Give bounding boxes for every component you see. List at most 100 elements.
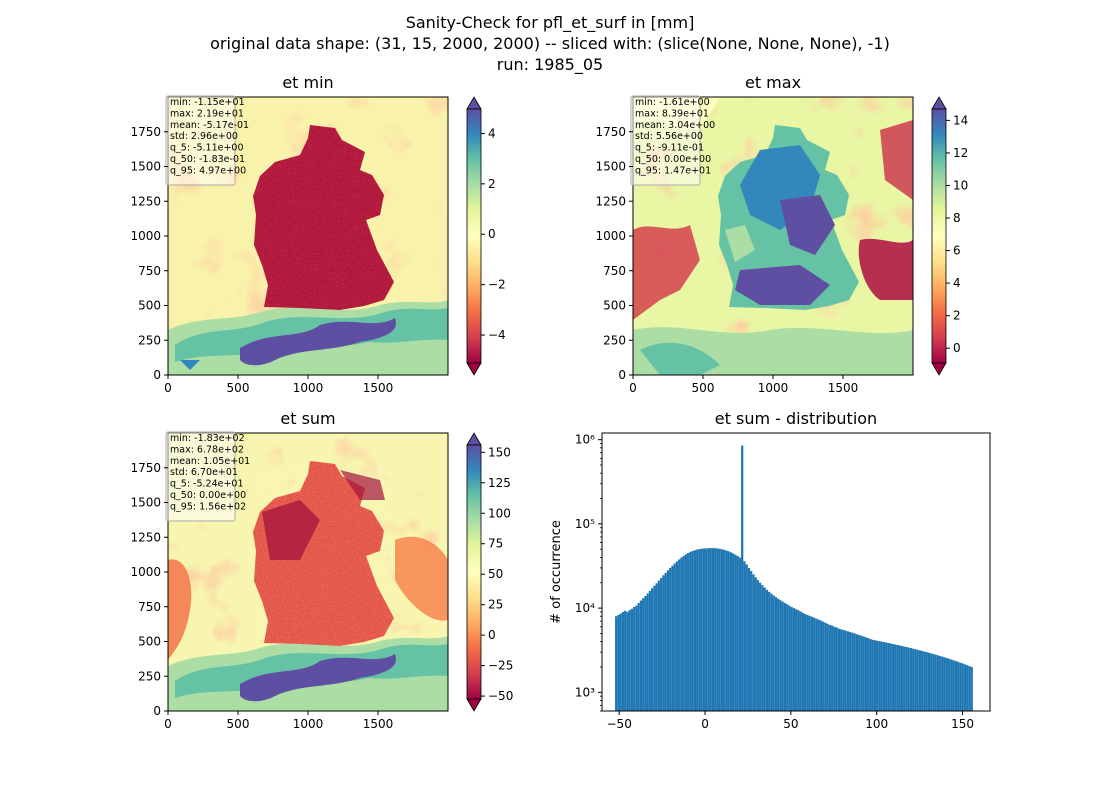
x-tick-label: 500	[692, 381, 715, 395]
histogram-bar	[725, 550, 728, 711]
histogram-bar	[687, 553, 690, 711]
histogram-bar	[891, 643, 895, 711]
stats-line: q_50: -1.83e-01	[170, 154, 245, 165]
panel-title: et min	[282, 73, 333, 92]
histogram-bar	[745, 564, 748, 711]
histogram-bar	[756, 580, 760, 711]
histogram-bar	[840, 629, 843, 711]
histogram-bar	[952, 660, 955, 711]
histogram-bar	[878, 641, 881, 711]
histogram-bar	[768, 591, 771, 711]
histogram-bar	[880, 641, 883, 711]
histogram-bar	[914, 649, 917, 711]
histogram-bar	[774, 597, 778, 711]
histogram-bar	[777, 598, 780, 711]
stats-line: q_5: -5.24e+01	[170, 479, 244, 490]
x-tick-label: 500	[227, 717, 250, 731]
histogram-bar	[621, 611, 625, 711]
histogram-bar	[799, 611, 802, 711]
y-tick-label: 250	[138, 333, 161, 347]
histogram-bar	[669, 568, 672, 711]
histogram-bar	[693, 550, 697, 711]
x-tick-label: −50	[607, 717, 632, 731]
histogram-bar	[869, 638, 872, 711]
histogram-bar	[657, 580, 661, 711]
histogram-bar	[702, 548, 706, 711]
axes-ticks: 0 500 1000 1500 0 250 500 750 1000 1250 1500 1750	[130, 461, 393, 731]
colorbar: −4 −2 0 2 4	[466, 96, 506, 376]
histogram-bar	[738, 557, 742, 711]
histogram-bar	[925, 652, 928, 711]
x-tick-label: 100	[865, 717, 888, 731]
x-tick-label: 0	[164, 717, 172, 731]
stats-line: std: 5.56e+00	[635, 131, 703, 142]
histogram-bar	[635, 605, 638, 711]
histogram-bar	[662, 575, 665, 711]
x-tick-label: 0	[629, 381, 637, 395]
y-tick-label: 1500	[130, 160, 161, 174]
histogram-bar	[639, 600, 643, 711]
colorbar-tick-label: 14	[953, 113, 968, 127]
y-tick-label: 1000	[595, 229, 626, 243]
histogram-bar	[932, 654, 935, 711]
stats-box-frame	[165, 95, 236, 186]
stats-line: q_95: 1.47e+01	[635, 165, 711, 176]
histogram-bar	[671, 565, 674, 711]
histogram-bar	[930, 653, 933, 711]
histogram-bar	[943, 657, 946, 711]
figure-title: Sanity-Check for pfl_et_surf in [mm] ori…	[0, 12, 1100, 75]
x-tick-label: 50	[783, 717, 798, 731]
stats-line: std: 2.96e+00	[170, 131, 238, 142]
histogram-bar	[959, 662, 962, 711]
histogram-bar	[734, 554, 737, 711]
y-tick-label: 1250	[130, 194, 161, 208]
histogram-bar	[894, 644, 897, 711]
stats-line: max: 2.19e+01	[170, 108, 244, 119]
histogram-bar	[682, 555, 685, 711]
colorbar-extend-max	[931, 96, 947, 110]
heatmap-image	[168, 433, 448, 711]
colorbar-tick-label: 0	[953, 341, 961, 355]
colorbar-ticks: −4 −2 0 2 4	[481, 126, 506, 342]
histogram-bar	[700, 548, 703, 711]
histogram-bar	[961, 663, 964, 711]
histogram-bar	[678, 559, 681, 711]
histogram-bar	[783, 602, 787, 711]
histogram-bar	[754, 577, 757, 711]
y-tick-label: 500	[138, 635, 161, 649]
histogram-bar	[921, 650, 924, 711]
histogram-bar	[810, 616, 814, 711]
colorbar-tick-label: 125	[488, 476, 511, 490]
colorbar-tick-label: 4	[953, 276, 961, 290]
y-tick-label: 500	[138, 299, 161, 313]
histogram-bar	[646, 593, 649, 711]
stats-line: q_95: 1.56e+02	[170, 501, 246, 512]
colorbar-tick-label: −2	[488, 278, 506, 292]
histogram-bar	[651, 588, 654, 711]
histogram-bar	[763, 587, 766, 711]
histogram-bar	[858, 634, 861, 711]
y-tick-label: 1000	[130, 229, 161, 243]
colorbar-tick-label: 4	[488, 126, 496, 140]
histogram-bar	[801, 612, 805, 711]
histogram-bar	[806, 614, 809, 711]
figure-title-line-3: run: 1985_05	[496, 55, 604, 74]
histogram-bar	[698, 549, 701, 711]
histogram-bar	[855, 634, 859, 711]
histogram-bar	[617, 614, 620, 711]
stats-line: min: -1.61e+00	[635, 97, 710, 108]
histogram-bar	[736, 556, 739, 711]
histogram-bar	[752, 574, 755, 711]
histogram-bar	[939, 655, 942, 711]
x-tick-label: 1000	[758, 381, 789, 395]
histogram-bar	[907, 647, 910, 711]
histogram-bar	[709, 548, 712, 711]
axes-frame	[601, 432, 991, 712]
colorbar-tick-label: 0	[488, 628, 496, 642]
heatmap-image	[168, 97, 448, 375]
histogram-bar	[644, 596, 647, 711]
histogram-bar	[804, 614, 807, 711]
colorbar-tick-label: 100	[488, 506, 511, 520]
histogram-bar	[927, 652, 931, 711]
